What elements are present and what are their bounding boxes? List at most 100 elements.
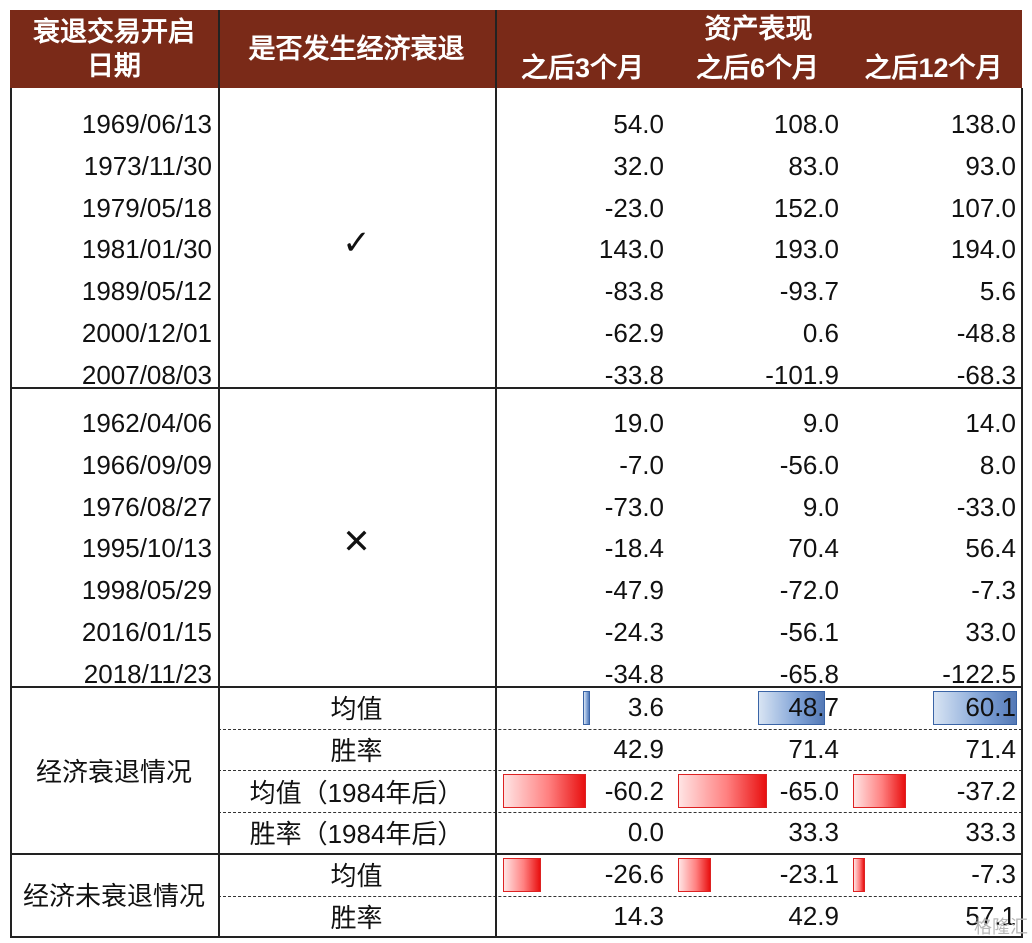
summary-value: -26.6 — [604, 859, 664, 890]
checkmark-icon: ✓ — [342, 224, 371, 262]
header-date-label: 衰退交易开启日期 — [33, 17, 195, 81]
table-cell-value: -34.8 — [604, 658, 664, 689]
table-cell-value: 9.0 — [802, 408, 839, 439]
data-table: 衰退交易开启日期 是否发生经济衰退 资产表现 之后3个月 之后6个月 之后12个… — [10, 10, 1023, 938]
summary-value: 60.1 — [965, 692, 1016, 723]
table-cell-value: 14.0 — [965, 408, 1016, 439]
table-cell-value: -47.9 — [604, 575, 664, 606]
table-cell-value: 107.0 — [950, 192, 1016, 223]
grid-line — [495, 10, 497, 938]
table-cell-value: -72.0 — [779, 575, 839, 606]
table-cell-value: -93.7 — [779, 276, 839, 307]
table-cell-value: 54.0 — [613, 109, 664, 140]
table-cell-value: -65.8 — [779, 658, 839, 689]
table-row-date: 2018/11/23 — [83, 658, 212, 689]
table-cell-value: -73.0 — [604, 491, 664, 522]
header-date: 衰退交易开启日期 — [10, 10, 218, 88]
table-cell-value: 194.0 — [950, 234, 1016, 265]
summary-value: 0.0 — [627, 817, 664, 848]
cross-icon: ✕ — [342, 523, 371, 561]
summary-cell: 57.1 — [845, 896, 1018, 938]
table-cell-value: 0.6 — [802, 317, 839, 348]
watermark: 格隆汇 — [974, 917, 1028, 937]
summary-metric-label: 均值（1984年后） — [249, 777, 464, 808]
summary-cell: 60.1 — [845, 687, 1018, 729]
summary-value: 3.6 — [627, 692, 664, 723]
header-3m-label: 之后3个月 — [520, 53, 645, 83]
summary-value: -60.2 — [604, 775, 664, 806]
summary-value: 33.3 — [788, 817, 839, 848]
summary-cell: -23.1 — [670, 854, 841, 896]
table-row-date: 1962/04/06 — [81, 408, 212, 439]
table-cell-value: 143.0 — [598, 234, 664, 265]
table-row-date: 1976/08/27 — [81, 491, 212, 522]
summary-cell: 71.4 — [845, 729, 1018, 771]
summary-value: 71.4 — [788, 734, 839, 765]
grid-line — [1021, 88, 1023, 938]
table-row-date: 1966/09/09 — [81, 450, 212, 481]
summary-value: -23.1 — [779, 859, 839, 890]
summary-cell: 0.0 — [495, 812, 666, 854]
row-divider — [218, 895, 1022, 897]
header-12m: 之后12个月 — [845, 48, 1022, 88]
summary-cell: 42.9 — [670, 896, 841, 938]
summary-value: 48.7 — [788, 692, 839, 723]
data-bar — [853, 774, 906, 809]
table-cell-value: 33.0 — [965, 616, 1016, 647]
summary-recession: 经济衰退情况 均值 3.6 48.7 60.1 胜率 42.9 71.4 71.4 均值（198… — [10, 687, 1022, 854]
summary-value: 71.4 — [965, 734, 1016, 765]
table-cell-value: 138.0 — [950, 109, 1016, 140]
summary-cell: 48.7 — [670, 687, 841, 729]
table-cell-value: -68.3 — [956, 359, 1016, 390]
grid-line — [218, 10, 220, 938]
table-cell-value: 70.4 — [788, 533, 839, 564]
table-row-date: 1989/05/12 — [81, 276, 212, 307]
header-12m-label: 之后12个月 — [864, 53, 1003, 83]
summary-metric-label: 均值 — [330, 861, 383, 892]
summary-value: -65.0 — [779, 775, 839, 806]
table-row-date: 1995/10/13 — [81, 533, 212, 564]
summary-cell: 14.3 — [495, 896, 666, 938]
table-cell-value: -48.8 — [956, 317, 1016, 348]
table-row-date: 1998/05/29 — [81, 575, 212, 606]
summary-value: -37.2 — [956, 775, 1016, 806]
data-bar — [853, 858, 865, 892]
table-cell-value: 8.0 — [979, 450, 1016, 481]
header-3m: 之后3个月 — [495, 48, 670, 88]
summary-cell: 33.3 — [845, 812, 1018, 854]
table-cell-value: -33.8 — [604, 359, 664, 390]
summary-cell: 3.6 — [495, 687, 666, 729]
summary-cell: -60.2 — [495, 770, 666, 812]
summary-value: 42.9 — [613, 734, 664, 765]
row-divider — [218, 728, 1022, 730]
table-cell-value: 32.0 — [613, 151, 664, 182]
summary-cell: -26.6 — [495, 854, 666, 896]
grid-line — [10, 853, 1022, 855]
table-row-date: 2016/01/15 — [81, 616, 212, 647]
table-cell-value: -56.1 — [779, 616, 839, 647]
grid-line — [10, 936, 1022, 938]
table-row-date: 2007/08/03 — [81, 359, 212, 390]
table-cell-value: 83.0 — [788, 151, 839, 182]
table-cell-value: 108.0 — [773, 109, 839, 140]
data-bar — [503, 858, 541, 892]
table-row-date: 1979/05/18 — [81, 192, 212, 223]
table-cell-value: 9.0 — [802, 491, 839, 522]
table-cell-value: -83.8 — [604, 276, 664, 307]
table-row-date: 1973/11/30 — [83, 151, 212, 182]
summary-cell: 71.4 — [670, 729, 841, 771]
summary-value: 42.9 — [788, 901, 839, 932]
table-cell-value: 193.0 — [773, 234, 839, 265]
grid-line — [10, 88, 12, 938]
data-bar — [503, 774, 586, 809]
grid-line — [10, 387, 1022, 389]
table-cell-value: -56.0 — [779, 450, 839, 481]
data-bar — [678, 774, 767, 809]
summary-value: -7.3 — [971, 859, 1016, 890]
summary-metric-label: 均值 — [330, 694, 383, 725]
summary-cell: -7.3 — [845, 854, 1018, 896]
table-cell-value: 152.0 — [773, 192, 839, 223]
row-divider — [218, 770, 1022, 772]
summary-cell: 42.9 — [495, 729, 666, 771]
table-row-date: 1969/06/13 — [81, 109, 212, 140]
